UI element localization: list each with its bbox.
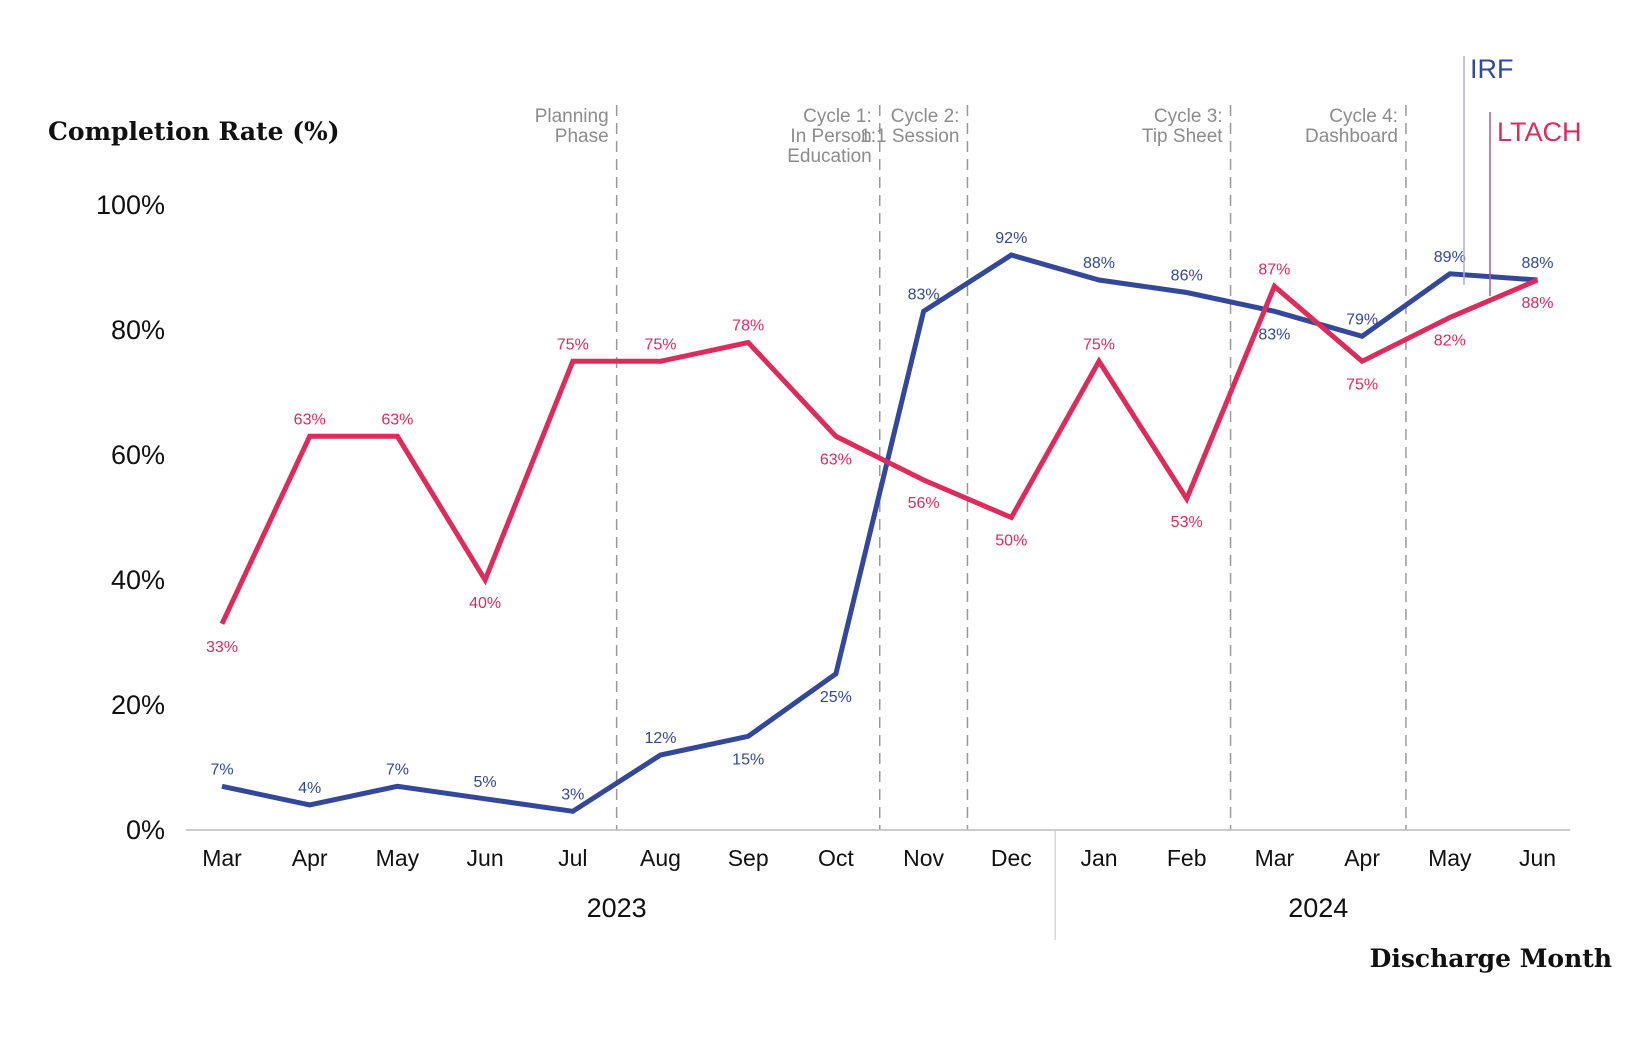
x-tick-label: Jul <box>558 845 587 871</box>
phase-label: In Person <box>790 126 871 147</box>
x-tick-label: Nov <box>903 845 944 871</box>
data-label-ltach: 87% <box>1258 261 1290 278</box>
x-tick-label: Aug <box>640 845 681 871</box>
y-tick-label: 60% <box>111 440 165 470</box>
x-tick-label: Jun <box>1519 845 1556 871</box>
x-tick-label: Mar <box>1255 845 1295 871</box>
data-label-ltach: 40% <box>469 595 501 612</box>
data-label-irf: 12% <box>644 730 676 747</box>
data-label-irf: 83% <box>1258 326 1290 343</box>
data-label-irf: 7% <box>210 761 233 778</box>
data-label-irf: 86% <box>1171 268 1203 285</box>
phase-label: Phase <box>555 126 609 147</box>
phase-label: Planning <box>535 106 609 127</box>
x-tick-label: Apr <box>292 845 328 871</box>
x-tick-label: Jun <box>467 845 504 871</box>
data-label-ltach: 75% <box>557 336 589 353</box>
phase-label: Cycle 3: <box>1154 106 1223 127</box>
data-label-ltach: 88% <box>1521 295 1553 312</box>
data-label-ltach: 50% <box>995 533 1027 550</box>
data-label-ltach: 53% <box>1171 514 1203 531</box>
series-lines <box>219 252 1539 814</box>
data-label-irf: 92% <box>995 230 1027 247</box>
data-label-irf: 3% <box>561 786 584 803</box>
data-label-irf: 83% <box>908 286 940 303</box>
x-tick-label: Sep <box>728 845 769 871</box>
x-tick-label: Feb <box>1167 845 1207 871</box>
legend-label-irf: IRF <box>1470 54 1514 84</box>
data-label-ltach: 75% <box>1083 336 1115 353</box>
phase-label: 1:1 Session <box>860 126 959 147</box>
legend-label-ltach: LTACH <box>1497 117 1582 147</box>
y-axis-title: Completion Rate (%) <box>48 117 340 146</box>
data-label-irf: 89% <box>1434 249 1466 266</box>
data-label-irf: 25% <box>820 689 852 706</box>
data-label-ltach: 63% <box>820 451 852 468</box>
legend: IRF LTACH <box>1463 54 1582 296</box>
y-tick-label: 80% <box>111 315 165 345</box>
data-label-irf: 4% <box>298 780 321 797</box>
data-labels: 7% 4% 7% 5% 3% 12% 15% 25% 83% 92% 88% 86% 83% 79% 89%… <box>206 230 1554 803</box>
year-label: 2024 <box>1288 893 1348 923</box>
series-line-ltach <box>219 277 1539 625</box>
phase-label: Cycle 2: <box>891 106 960 127</box>
phase-label: Cycle 1: <box>803 106 872 127</box>
data-label-ltach: 63% <box>294 411 326 428</box>
x-tick-label: Dec <box>991 845 1032 871</box>
x-tick-label: Apr <box>1344 845 1380 871</box>
data-label-ltach: 63% <box>381 411 413 428</box>
phase-label: Dashboard <box>1305 126 1398 147</box>
y-tick-label: 40% <box>111 565 165 595</box>
x-tick-label: May <box>1428 845 1472 871</box>
data-label-irf: 5% <box>474 774 497 791</box>
phase-label: Education <box>787 146 872 167</box>
data-label-ltach: 33% <box>206 639 238 656</box>
y-tick-label: 100% <box>96 190 165 220</box>
data-label-ltach: 75% <box>1346 376 1378 393</box>
data-label-irf: 88% <box>1083 255 1115 272</box>
x-tick-label: Jan <box>1080 845 1117 871</box>
data-label-ltach: 75% <box>644 336 676 353</box>
data-label-irf: 79% <box>1346 311 1378 328</box>
phase-label: Cycle 4: <box>1329 106 1398 127</box>
x-axis-title: Discharge Month <box>1370 944 1612 973</box>
data-label-irf: 15% <box>732 751 764 768</box>
data-label-ltach: 82% <box>1434 333 1466 350</box>
phase-label: Tip Sheet <box>1142 126 1223 147</box>
y-tick-label: 0% <box>126 815 165 845</box>
data-label-irf: 7% <box>386 761 409 778</box>
data-label-irf: 88% <box>1521 255 1553 272</box>
year-label: 2023 <box>587 893 647 923</box>
y-tick-label: 20% <box>111 690 165 720</box>
data-label-ltach: 78% <box>732 318 764 335</box>
axes: 0% 20% 40% 60% 80% 100% Mar Apr May Jun Jul Aug Sep O… <box>96 190 1570 940</box>
x-tick-label: Mar <box>202 845 242 871</box>
x-tick-label: May <box>376 845 420 871</box>
x-tick-label: Oct <box>818 845 854 871</box>
data-label-ltach: 56% <box>908 495 940 512</box>
